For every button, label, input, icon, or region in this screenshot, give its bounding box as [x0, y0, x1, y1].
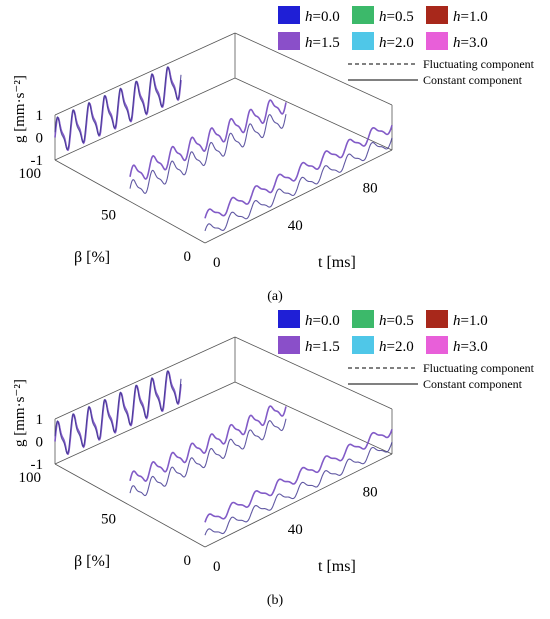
legend-swatch-h-2_0	[352, 336, 374, 354]
axis-left-edge-bottom	[55, 382, 235, 464]
series-line-beta50-constant	[130, 100, 286, 179]
t-axis-label: t [ms]	[318, 254, 356, 271]
beta-tick-50: 50	[101, 208, 116, 224]
legend-swatch-h-2_0	[352, 32, 374, 50]
t-tick-40: 40	[288, 218, 303, 234]
beta-axis-label: β [%]	[74, 249, 110, 266]
legend-fluctuating-label: Fluctuating component	[423, 57, 535, 71]
t-tick-80: 80	[363, 181, 378, 197]
beta-tick-100: 100	[19, 470, 42, 486]
chart-panel-b: h=0.0 h=0.5 h=1.0 h=1.5 h=2.0 h=3.0 Fluctuatin…	[12, 310, 535, 608]
legend-swatch-h-1_0	[426, 6, 448, 24]
z-tick-0: 0	[36, 131, 44, 147]
legend-label-h-0_5: h=0.5	[379, 313, 414, 329]
series-line-beta0-constant	[205, 125, 392, 218]
legend-label-h-2_0: h=2.0	[379, 339, 414, 355]
legend-label-h-0_0: h=0.0	[305, 313, 340, 329]
series-line-beta50-constant	[130, 406, 286, 481]
legend-label-h-0_5: h=0.5	[379, 9, 414, 25]
legend-swatch-h-1_0	[426, 310, 448, 328]
beta-axis-label: β [%]	[74, 553, 110, 570]
beta-tick-100: 100	[19, 166, 42, 182]
legend-swatch-h-0_0	[278, 6, 300, 24]
beta-tick-50: 50	[101, 512, 116, 528]
beta-tick-0: 0	[184, 553, 192, 569]
legend-swatch-h-1_5	[278, 336, 300, 354]
axis-top-edge-left	[55, 337, 235, 419]
series-line-beta50-fluctuating	[130, 114, 286, 193]
legend-swatch-h-0_5	[352, 6, 374, 24]
t-tick-80: 80	[363, 485, 378, 501]
series-line-beta100-fluctuating	[55, 67, 181, 149]
z-axis-label: g [mm·s⁻²]	[12, 379, 28, 447]
legend-label-h-1_0: h=1.0	[453, 9, 488, 25]
legend-fluctuating-label: Fluctuating component	[423, 361, 535, 375]
legend-label-h-3_0: h=3.0	[453, 35, 488, 51]
legend-label-h-1_5: h=1.5	[305, 339, 340, 355]
legend-label-h-3_0: h=3.0	[453, 339, 488, 355]
series-line-beta100-fluctuating	[55, 371, 181, 454]
axis-beta-edge	[55, 160, 205, 243]
axis-top-edge-left	[55, 33, 235, 115]
legend-swatch-h-1_5	[278, 32, 300, 50]
beta-tick-0: 0	[184, 249, 192, 265]
t-tick-40: 40	[288, 522, 303, 538]
t-axis-label: t [ms]	[318, 558, 356, 575]
series-line-beta0-constant	[205, 429, 392, 522]
panel-label: (a)	[267, 289, 283, 304]
curves	[55, 67, 392, 231]
axis-left-edge-bottom	[55, 78, 235, 160]
legend-label-h-1_5: h=1.5	[305, 35, 340, 51]
t-tick-0: 0	[213, 255, 221, 271]
panel-label: (b)	[267, 593, 284, 608]
z-axis-label: g [mm·s⁻²]	[12, 75, 28, 143]
legend-label-h-2_0: h=2.0	[379, 35, 414, 51]
legend-swatch-h-3_0	[426, 32, 448, 50]
legend-swatch-h-0_0	[278, 310, 300, 328]
z-tick-0: 0	[36, 435, 44, 451]
t-tick-0: 0	[213, 559, 221, 575]
z-tick-1: 1	[36, 412, 44, 428]
legend-swatch-h-0_5	[352, 310, 374, 328]
legend-constant-label: Constant component	[423, 73, 523, 87]
z-tick-1: 1	[36, 108, 44, 124]
series-line-beta50-fluctuating	[130, 419, 286, 496]
legend-constant-label: Constant component	[423, 377, 523, 391]
chart-panel-a: h=0.0 h=0.5 h=1.0 h=1.5 h=2.0 h=3.0 Fluctuatin…	[12, 6, 535, 304]
legend-label-h-0_0: h=0.0	[305, 9, 340, 25]
legend-swatch-h-3_0	[426, 336, 448, 354]
legend-label-h-1_0: h=1.0	[453, 313, 488, 329]
